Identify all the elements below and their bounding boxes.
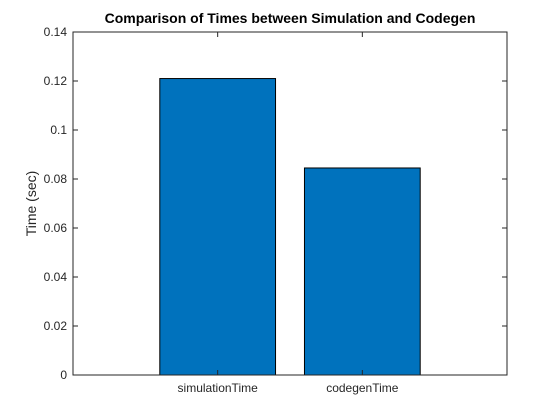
y-axis-ticks: 0 0.02 0.04 0.06 0.08 0.1 0.12 0.14 xyxy=(44,25,507,382)
y-tick-label: 0 xyxy=(60,368,67,382)
y-tick-label: 0.12 xyxy=(44,74,68,88)
y-axis-label: Time (sec) xyxy=(23,171,39,237)
y-tick-label: 0.08 xyxy=(44,172,68,186)
bar-codegenTime xyxy=(303,167,421,376)
x-axis-ticks: simulationTime codegenTime xyxy=(178,32,399,395)
y-tick-label: 0.06 xyxy=(44,221,68,235)
x-tick-label-codegenTime: codegenTime xyxy=(326,381,399,395)
chart-title: Comparison of Times between Simulation a… xyxy=(105,10,476,26)
axes-frame xyxy=(72,31,508,376)
y-tick-label: 0.02 xyxy=(44,319,68,333)
y-tick-label: 0.1 xyxy=(50,123,67,137)
y-tick-label: 0.14 xyxy=(44,25,68,39)
x-tick-label-simulationTime: simulationTime xyxy=(178,381,259,395)
plot-area xyxy=(73,32,507,375)
y-tick-label: 0.04 xyxy=(44,270,68,284)
bar-simulationTime xyxy=(159,78,277,376)
bars-group xyxy=(159,78,421,376)
